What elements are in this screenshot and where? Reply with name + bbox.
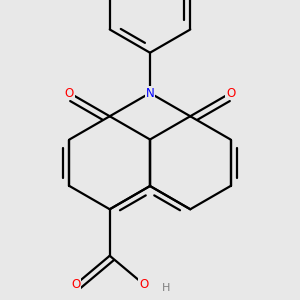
Text: O: O — [71, 278, 80, 291]
Text: O: O — [139, 278, 148, 291]
Text: H: H — [162, 283, 171, 293]
Text: O: O — [65, 86, 74, 100]
Text: N: N — [146, 86, 154, 100]
Text: O: O — [226, 86, 235, 100]
